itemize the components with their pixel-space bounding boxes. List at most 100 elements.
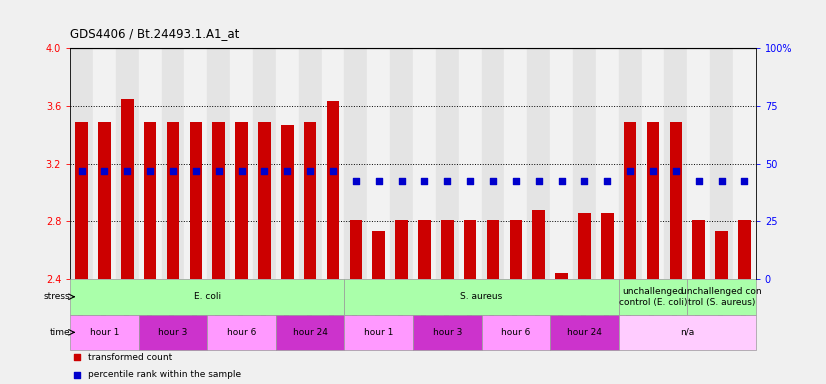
Bar [418, 220, 430, 279]
Bar [207, 314, 276, 350]
Bar [710, 48, 733, 279]
Bar [670, 122, 682, 279]
Bar [619, 279, 687, 314]
Bar [281, 124, 293, 279]
Bar [715, 232, 728, 279]
Bar [464, 220, 477, 279]
Text: transformed count: transformed count [88, 353, 173, 362]
Bar [321, 48, 344, 279]
Bar [642, 48, 664, 279]
Bar [555, 273, 567, 279]
Bar [368, 48, 390, 279]
Point [167, 168, 180, 174]
Bar [733, 48, 756, 279]
Bar [487, 220, 499, 279]
Point [326, 168, 339, 174]
Bar [139, 314, 207, 350]
Bar [349, 220, 362, 279]
Bar [207, 48, 230, 279]
Point [349, 178, 363, 184]
Text: S. aureus: S. aureus [460, 292, 503, 301]
Point [70, 372, 83, 378]
Text: time: time [50, 328, 70, 337]
Bar [184, 48, 207, 279]
Bar [121, 99, 134, 279]
Bar [139, 48, 162, 279]
Text: hour 24: hour 24 [567, 328, 602, 337]
Bar [93, 48, 116, 279]
Text: percentile rank within the sample: percentile rank within the sample [88, 370, 242, 379]
Point [235, 168, 249, 174]
Bar [390, 48, 413, 279]
Bar [647, 122, 659, 279]
Text: hour 24: hour 24 [292, 328, 328, 337]
Bar [413, 314, 482, 350]
Bar [167, 122, 179, 279]
Point [281, 168, 294, 174]
Bar [624, 122, 636, 279]
Bar [413, 48, 436, 279]
Bar [619, 48, 642, 279]
Text: hour 3: hour 3 [159, 328, 188, 337]
Point [487, 178, 500, 184]
Text: hour 1: hour 1 [364, 328, 393, 337]
Bar [505, 48, 527, 279]
Bar [299, 48, 321, 279]
Bar [533, 210, 545, 279]
Text: E. coli: E. coli [194, 292, 221, 301]
Bar [482, 48, 505, 279]
Bar [70, 279, 344, 314]
Bar [253, 48, 276, 279]
Bar [304, 122, 316, 279]
Bar [327, 101, 339, 279]
Point [372, 178, 385, 184]
Bar [619, 314, 756, 350]
Point [395, 178, 408, 184]
Point [509, 178, 523, 184]
Text: hour 1: hour 1 [90, 328, 119, 337]
Bar [687, 279, 756, 314]
Text: stress: stress [44, 292, 70, 301]
Point [144, 168, 157, 174]
Bar [235, 122, 248, 279]
Text: GDS4406 / Bt.24493.1.A1_at: GDS4406 / Bt.24493.1.A1_at [70, 27, 240, 40]
Bar [116, 48, 139, 279]
Point [418, 178, 431, 184]
Bar [190, 122, 202, 279]
Bar [550, 48, 573, 279]
Point [624, 168, 637, 174]
Bar [344, 279, 619, 314]
Point [189, 168, 202, 174]
Bar [436, 48, 458, 279]
Point [304, 168, 317, 174]
Bar [212, 122, 225, 279]
Bar [664, 48, 687, 279]
Text: hour 6: hour 6 [227, 328, 256, 337]
Point [601, 178, 614, 184]
Bar [687, 48, 710, 279]
Bar [98, 122, 111, 279]
Point [258, 168, 271, 174]
Bar [70, 314, 139, 350]
Point [441, 178, 454, 184]
Bar [162, 48, 184, 279]
Bar [75, 122, 88, 279]
Bar [573, 48, 596, 279]
Point [463, 178, 477, 184]
Point [555, 178, 568, 184]
Point [212, 168, 225, 174]
Bar [458, 48, 482, 279]
Bar [527, 48, 550, 279]
Bar [276, 314, 344, 350]
Text: n/a: n/a [680, 328, 695, 337]
Bar [276, 48, 299, 279]
Point [97, 168, 111, 174]
Point [669, 168, 682, 174]
Bar [738, 220, 751, 279]
Bar [482, 314, 550, 350]
Point [738, 178, 751, 184]
Bar [70, 48, 93, 279]
Point [578, 178, 591, 184]
Bar [344, 48, 368, 279]
Bar [596, 48, 619, 279]
